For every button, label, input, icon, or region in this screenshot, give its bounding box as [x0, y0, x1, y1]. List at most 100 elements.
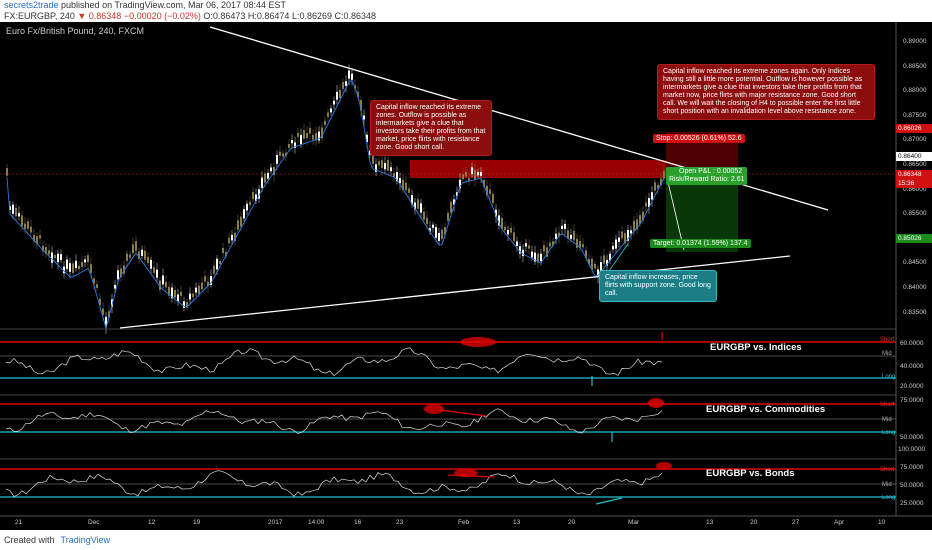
candle [162, 275, 164, 285]
candle [519, 246, 521, 254]
extreme-arrow [439, 409, 487, 417]
candle [171, 287, 173, 299]
candle [327, 112, 329, 117]
commodities-pane[interactable] [0, 398, 896, 442]
price-axis-label: 0.84000 [903, 284, 927, 291]
candle [351, 73, 353, 80]
candle [114, 284, 116, 289]
candle [480, 171, 482, 176]
candle [159, 280, 161, 290]
candle [324, 120, 326, 125]
candle [69, 263, 71, 272]
price-axis-label: 0.88000 [903, 87, 927, 95]
candle [39, 235, 41, 239]
candle [660, 178, 662, 185]
candle [315, 133, 317, 141]
price-axis-label: 0.83500 [903, 308, 927, 316]
note-short-call-2[interactable]: Capital inflow reached its extreme zones… [657, 64, 875, 120]
moving-average-line [6, 79, 665, 330]
candle [564, 223, 566, 229]
candle [330, 108, 332, 113]
candle [621, 231, 623, 239]
candle [558, 232, 560, 237]
candle [123, 265, 125, 274]
bonds-pane[interactable] [0, 462, 896, 505]
candle [528, 245, 530, 249]
candle [252, 191, 254, 199]
candle [180, 291, 182, 296]
price-axis-label: 0.87000 [903, 136, 927, 144]
candle [456, 192, 458, 197]
candle [408, 188, 410, 193]
indices-title: EURGBP vs. Indices [710, 342, 802, 353]
candle [147, 256, 149, 263]
candle [603, 255, 605, 264]
risk-reward-text: Risk/Reward Ratio: 2.61 [669, 176, 745, 183]
note-long-call[interactable]: Capital inflow increases, price flirts w… [599, 270, 717, 302]
candle [489, 189, 491, 195]
candle [450, 201, 452, 213]
candle [288, 143, 290, 148]
candle [42, 245, 44, 252]
candle [390, 167, 392, 172]
bonds-axis-50: 50.0000 [900, 482, 924, 489]
published-info: published on TradingView.com, Mar 06, 20… [58, 0, 287, 10]
candle [498, 215, 500, 226]
author-link[interactable]: secrets2trade [4, 0, 59, 10]
long-arrow [595, 497, 623, 505]
commodities-axis-50: 50.0000 [900, 434, 924, 441]
candle [27, 221, 29, 229]
candle [399, 178, 401, 184]
support-trendline[interactable] [119, 255, 791, 329]
candle [213, 265, 215, 274]
candle [591, 258, 593, 270]
candle [462, 174, 464, 180]
candle [264, 173, 266, 183]
candle [588, 258, 590, 265]
candle [6, 168, 8, 176]
candle [297, 132, 299, 137]
indices-axis-60: 60.0000 [900, 340, 924, 347]
chart-title: Euro Fx/British Pound, 240, FXCM [6, 26, 145, 36]
candle [156, 269, 158, 278]
candle [561, 225, 563, 229]
candle [423, 211, 425, 220]
tradingview-brand[interactable]: TradingView [60, 535, 111, 545]
short-label: Short [880, 337, 895, 343]
candle [120, 268, 122, 278]
symbol-interval: FX:EURGBP, 240 [4, 11, 78, 21]
candle [372, 155, 374, 164]
candle [222, 248, 224, 254]
resistance-zone[interactable] [410, 160, 666, 178]
candle [345, 81, 347, 86]
price-change: ▼ 0.86348 −0.00020 (−0.02%) [77, 11, 201, 21]
time-axis-label: 13 [513, 519, 521, 526]
candle [186, 302, 188, 308]
indices-pane[interactable] [0, 332, 896, 386]
candle [144, 250, 146, 260]
candle [633, 220, 635, 231]
candle [375, 164, 377, 172]
chart-area[interactable]: Euro Fx/British Pound, 240, FXCM 0.89000… [0, 22, 932, 528]
top-price-tag: 0.86400 [896, 152, 932, 161]
created-with: Created with [4, 535, 55, 545]
commodities-axis-75: 75.0000 [900, 397, 924, 404]
candle [129, 254, 131, 258]
candle [309, 127, 311, 134]
candle [525, 243, 527, 247]
note-short-call-1[interactable]: Capital inflow reached its extreme zones… [370, 100, 492, 156]
candle [363, 115, 365, 120]
price-axis-label: 0.88500 [903, 62, 927, 70]
extreme-marker [648, 398, 664, 408]
candle [66, 259, 68, 269]
candle [207, 281, 209, 286]
candle [84, 259, 86, 263]
candle [417, 199, 419, 209]
candle [90, 264, 92, 274]
candle [570, 234, 572, 239]
indices-axis-40: 40.0000 [900, 363, 924, 370]
price-axis-label: 0.86500 [903, 161, 927, 168]
candle [642, 211, 644, 221]
candle [546, 247, 548, 257]
candle [495, 209, 497, 217]
